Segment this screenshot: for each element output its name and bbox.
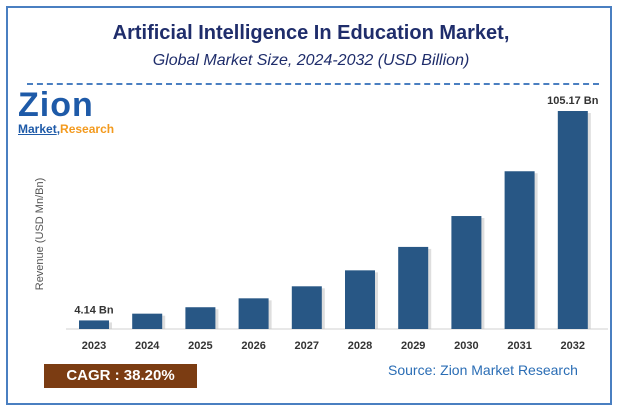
bar-2029: [398, 246, 429, 329]
bar-2024: [132, 313, 163, 329]
divider: [27, 83, 599, 85]
x-tick-label: 2026: [241, 340, 265, 352]
bar-2025: [185, 307, 216, 329]
x-tick-label: 2029: [401, 340, 425, 352]
zion-logo: Zion Market,Research: [18, 88, 128, 136]
cagr-badge: CAGR : 38.20%: [44, 364, 197, 388]
x-tick-label: 2030: [454, 340, 478, 352]
data-label: 105.17 Bn: [547, 95, 599, 107]
x-tick-label: 2025: [188, 340, 212, 352]
data-label: 4.14 Bn: [74, 304, 113, 316]
bar-2032: [557, 111, 588, 329]
x-tick-label: 2023: [82, 340, 106, 352]
source-text: Source: Zion Market Research: [388, 362, 578, 378]
x-tick-label: 2024: [135, 340, 160, 352]
x-tick-label: 2031: [507, 340, 531, 352]
bar-2023: [79, 320, 109, 329]
x-tick-label: 2027: [295, 340, 319, 352]
chart-title: Artificial Intelligence In Education Mar…: [112, 22, 510, 44]
chart-subtitle: Global Market Size, 2024-2032 (USD Billi…: [152, 52, 470, 69]
logo-word: Zion: [18, 86, 94, 124]
bar-2026: [238, 298, 269, 329]
bar-2028: [345, 270, 375, 329]
bar-2030: [451, 216, 482, 329]
bar-2031: [504, 171, 535, 329]
bar-2027: [291, 286, 322, 329]
x-tick-label: 2032: [561, 340, 585, 352]
logo-tagline: Market,Research: [18, 122, 115, 136]
x-tick-label: 2028: [348, 340, 372, 352]
chart-frame: [6, 6, 612, 405]
